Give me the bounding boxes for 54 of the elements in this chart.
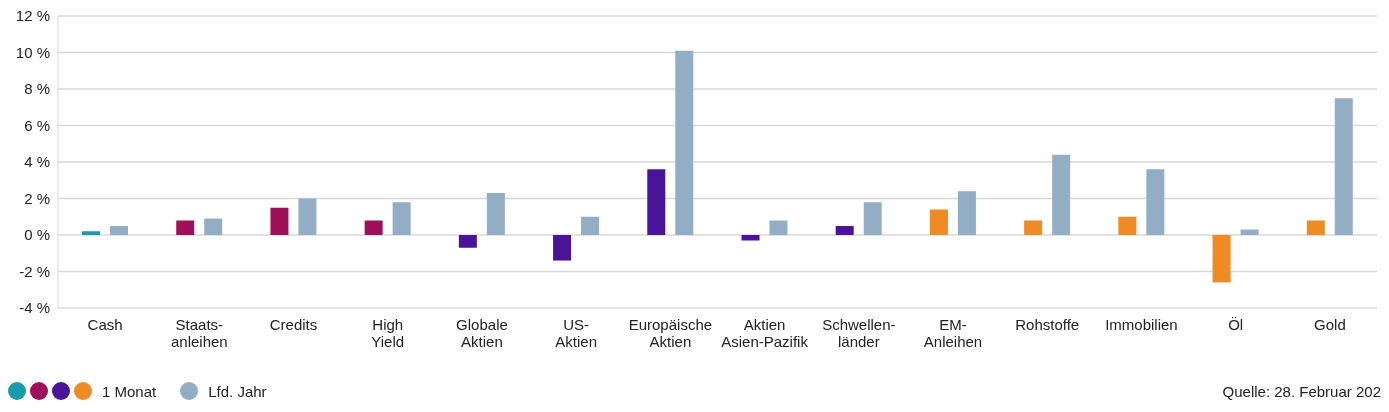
bar [957, 191, 976, 235]
bar [298, 198, 317, 235]
bar [392, 202, 411, 235]
x-tick-label: Globale Aktien [456, 316, 508, 350]
x-tick-label: Europäische Aktien [628, 316, 713, 350]
x-tick-label: Staats- anleihen [170, 316, 228, 350]
y-tick-label: 4 % [24, 153, 50, 171]
bar [1118, 216, 1137, 235]
bar [364, 220, 383, 235]
bar [581, 216, 600, 235]
bar [1306, 220, 1325, 235]
bar [204, 218, 223, 235]
bar [82, 231, 100, 235]
x-tick-label: US- Aktien [555, 316, 598, 350]
y-tick-label: 10 % [15, 43, 50, 61]
bar [929, 209, 948, 235]
bar [769, 220, 788, 235]
y-tick-label: 6 % [24, 116, 50, 134]
bar [270, 207, 289, 235]
y-tick-label: -2 % [19, 262, 50, 280]
y-tick-label: 0 % [24, 226, 50, 244]
x-tick-label: High Yield [371, 316, 405, 350]
x-tick-label: Immobilien [1105, 316, 1178, 333]
y-tick-label: 2 % [24, 189, 50, 207]
bar [458, 235, 477, 248]
bar [675, 50, 694, 235]
bar [863, 202, 882, 235]
bar [741, 235, 760, 241]
x-tick-label: Gold [1314, 316, 1346, 333]
bar [486, 193, 505, 235]
x-tick-label: Aktien Asien-Pazifik [721, 316, 809, 350]
bar [1334, 98, 1353, 235]
bar [647, 169, 666, 235]
legend-label: 1 Monat [102, 382, 157, 400]
x-tick-label: Rohstoffe [1015, 316, 1080, 333]
x-tick-label: Cash [87, 316, 123, 333]
x-tick-label: EM- Anleihen [923, 316, 983, 350]
bar [110, 225, 128, 235]
source-note: Quelle: 28. Februar 202 [1222, 382, 1381, 400]
bar [1240, 229, 1259, 235]
y-tick-label: 12 % [15, 7, 50, 25]
y-tick-label: -4 % [19, 299, 50, 317]
bar [1024, 220, 1043, 235]
bar [1212, 235, 1231, 283]
bar [835, 225, 854, 235]
x-tick-label: Credits [269, 316, 318, 333]
x-tick-label: Schwellen- länder [822, 316, 896, 350]
bar [1146, 169, 1165, 235]
bar [176, 220, 195, 235]
bar [1052, 154, 1071, 235]
y-tick-label: 8 % [24, 80, 50, 98]
x-tick-label: Öl [1228, 316, 1244, 333]
bar [553, 235, 572, 261]
legend-label: Lfd. Jahr [208, 382, 267, 400]
